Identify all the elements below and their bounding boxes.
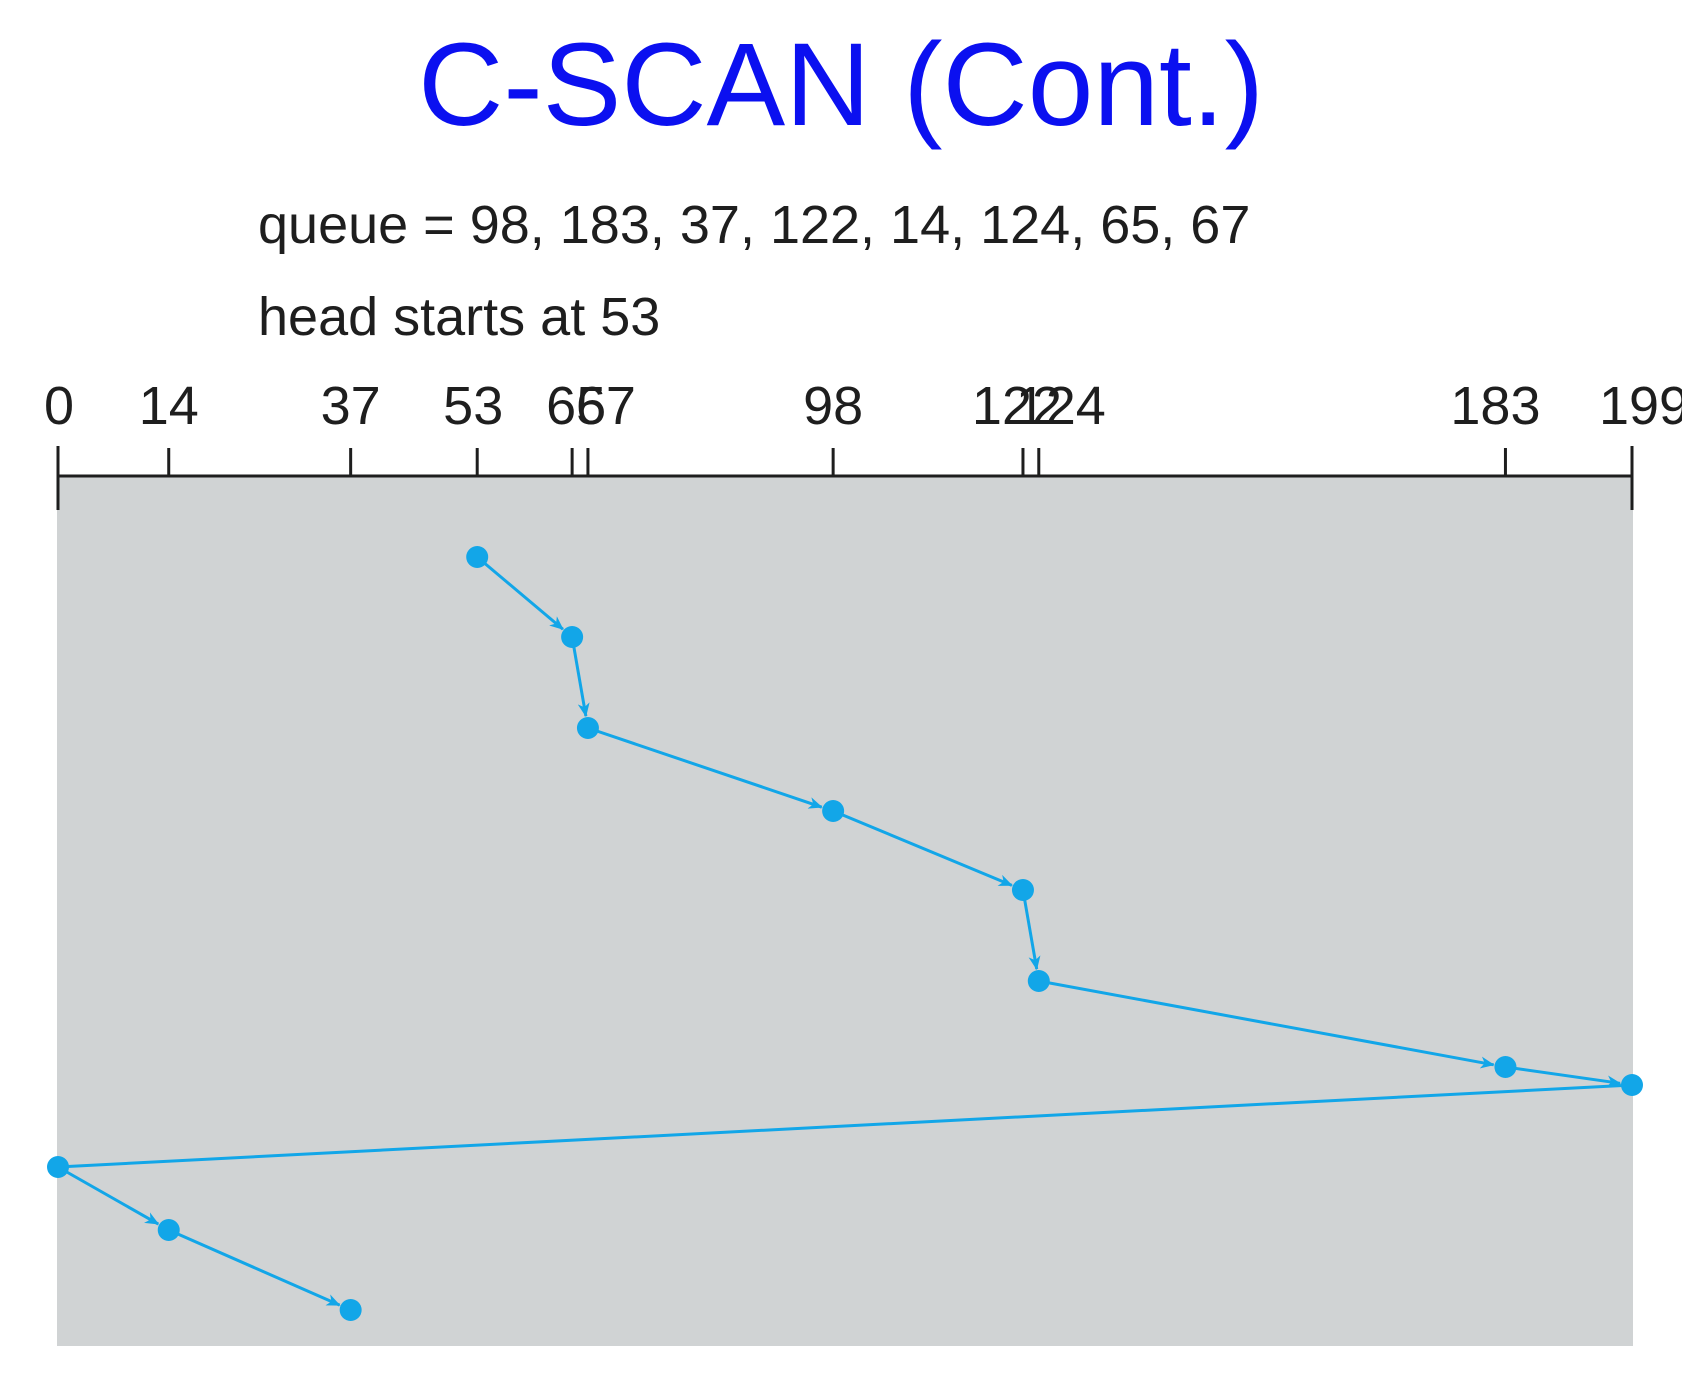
path-segment-0-to-14 [57,1165,160,1226]
path-segment-183-to-199 [1505,1065,1622,1088]
head-position-37 [339,1299,362,1321]
head-position-124 [1027,970,1050,992]
tick-label-67: 67 [576,376,636,436]
path-segment-122-to-124 [1021,889,1041,971]
track-panel [57,476,1633,1346]
head-position-183 [1494,1056,1517,1078]
head-position-199 [1621,1074,1643,1096]
tick-label-124: 124 [1016,376,1106,436]
tick-label-199: 199 [1599,376,1682,436]
path-segment-65-to-67 [570,636,590,718]
path-segment-14-to-37 [168,1228,341,1307]
tick-label-53: 53 [443,376,503,436]
head-position-67 [576,717,599,739]
head-position-65 [561,626,584,648]
head-movement-path [47,546,1643,1321]
head-position-14 [157,1219,180,1241]
return-jump-segment [57,1083,1633,1169]
tick-label-14: 14 [139,376,199,436]
head-position-122 [1011,879,1034,901]
tick-label-65: 65 [546,376,606,436]
tick-label-183: 183 [1450,376,1540,436]
slide-title: C-SCAN (Cont.) [418,19,1264,151]
queue-text: queue = 98, 183, 37, 122, 14, 124, 65, 6… [258,195,1251,255]
tick-label-37: 37 [321,376,381,436]
tick-label-0: 0 [44,376,74,436]
head-position-98 [822,800,845,822]
path-segment-98-to-122 [832,809,1013,887]
head-start-text: head starts at 53 [258,287,661,347]
path-segment-67-to-98 [587,726,823,809]
path-segment-53-to-65 [476,555,564,631]
tick-label-122: 122 [972,376,1062,436]
head-position-53 [466,546,489,568]
tick-label-98: 98 [803,376,863,436]
head-position-0 [47,1156,69,1178]
path-segment-124-to-183 [1038,979,1495,1069]
